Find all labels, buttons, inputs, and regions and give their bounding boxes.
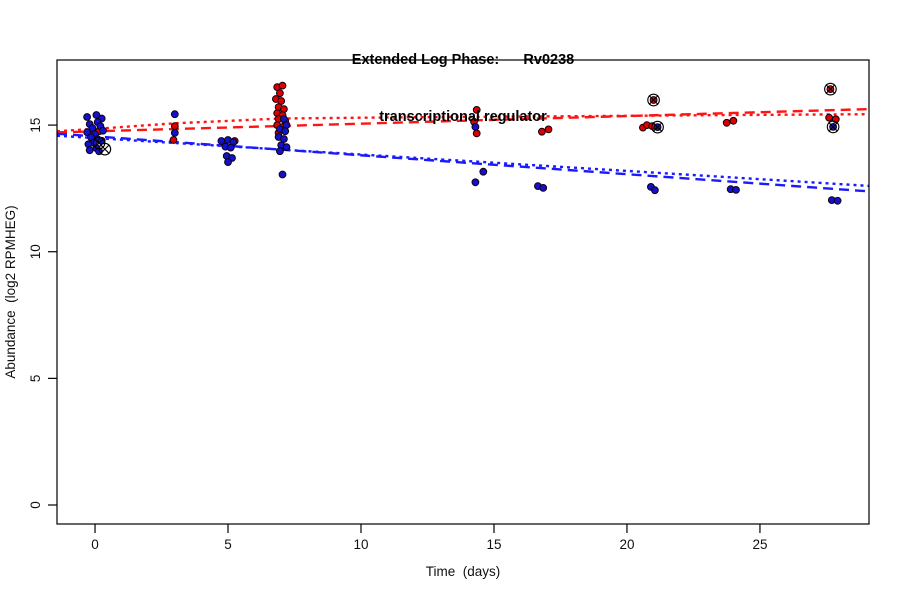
- chart-title: Extended Log Phase: Rv0238 transcription…: [352, 13, 574, 165]
- flagged-marker-circle-x: [824, 82, 837, 96]
- flag-x-stroke: [99, 144, 110, 155]
- trend-line-red-dotted: [56, 113, 870, 133]
- axes-layer: 0 5 10 15 20 25 0 5 10 15: [28, 59, 870, 552]
- flag-circle: [824, 82, 837, 96]
- data-point-red: [472, 106, 481, 114]
- data-point-blue: [278, 170, 287, 179]
- data-point-red: [722, 118, 731, 127]
- data-point-blue: [471, 178, 480, 187]
- data-point-blue: [92, 111, 101, 119]
- x-tick-label: 0: [91, 537, 99, 552]
- data-point-blue: [99, 126, 107, 135]
- data-point-red: [544, 125, 553, 134]
- data-point-blue: [226, 143, 235, 152]
- data-point-blue: [479, 167, 488, 176]
- flag-circle: [647, 93, 660, 107]
- data-point-blue: [651, 186, 659, 195]
- data-point-blue: [85, 146, 94, 155]
- x-tick-label: 25: [752, 537, 767, 552]
- data-point-red: [538, 127, 546, 136]
- x-axis-label: Time (days): [426, 564, 501, 579]
- flag-x-stroke: [652, 122, 663, 133]
- data-point-blue: [833, 196, 842, 205]
- data-point-blue: [282, 143, 291, 152]
- flagged-marker-circle-x: [647, 93, 660, 107]
- flagged-marker-circle-x: [98, 142, 112, 156]
- flag-x-stroke: [828, 121, 839, 132]
- x-tick-label: 5: [224, 537, 232, 552]
- y-axis-label: Abundance (log2 RPMHEG): [3, 205, 18, 378]
- data-point-blue: [471, 123, 480, 131]
- data-point-blue: [224, 158, 232, 167]
- flagged-markers-layer: [92, 82, 840, 156]
- flag-x-stroke: [648, 95, 659, 105]
- flag-circle: [98, 142, 112, 156]
- data-point-blue: [732, 186, 740, 194]
- data-point-blue: [83, 128, 91, 137]
- data-point-blue: [281, 127, 290, 136]
- data-point-blue: [83, 113, 91, 121]
- trend-line-blue-dotted: [56, 134, 870, 188]
- data-point-red: [825, 113, 833, 122]
- x-tick-label: 15: [486, 537, 501, 552]
- trend-line-red-dashed: [56, 107, 870, 134]
- flag-circle: [651, 120, 664, 134]
- flag-circle: [826, 120, 840, 134]
- data-point-blue: [276, 147, 284, 156]
- chart-title-line1: Extended Log Phase: Rv0238: [351, 52, 575, 68]
- data-point-red: [278, 81, 287, 90]
- flag-x-stroke: [825, 84, 836, 95]
- data-point-blue: [170, 110, 179, 119]
- flag-x-stroke: [94, 138, 104, 148]
- y-tick-label: 15: [28, 118, 43, 133]
- data-point-red: [169, 136, 178, 144]
- x-tick-label: 20: [619, 537, 634, 552]
- data-point-red: [729, 116, 738, 125]
- y-tick-label: 5: [28, 375, 43, 383]
- chart-title-line2: transcriptional regulator: [379, 109, 547, 125]
- flagged-marker-circle-x: [826, 120, 840, 134]
- trend-lines-layer: [56, 107, 870, 193]
- data-point-blue: [170, 129, 179, 137]
- flagged-marker-circle-x: [651, 120, 664, 134]
- data-point-red: [170, 122, 179, 130]
- y-tick-label: 0: [28, 501, 43, 509]
- y-tick-label: 10: [28, 244, 43, 259]
- plot-frame: [56, 59, 870, 525]
- x-tick-label: 10: [353, 537, 368, 552]
- data-point-blue: [539, 184, 548, 192]
- data-point-red: [276, 89, 284, 98]
